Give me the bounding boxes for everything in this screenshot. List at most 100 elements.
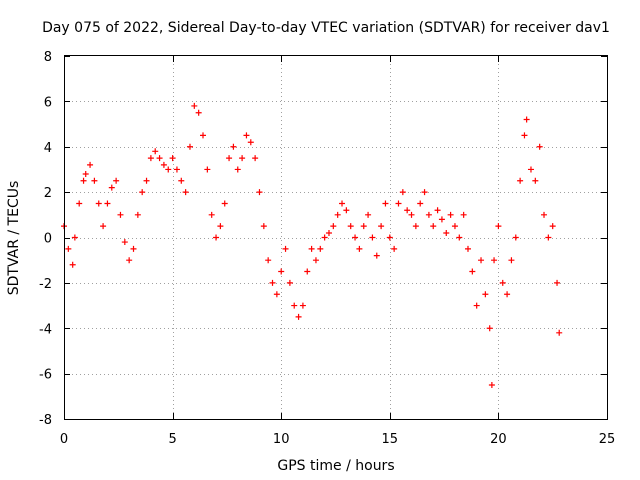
data-point (482, 291, 489, 298)
data-point (469, 268, 476, 275)
data-point (317, 245, 324, 252)
x-tick-label: 20 (490, 432, 507, 447)
data-point (508, 257, 515, 264)
data-point (365, 211, 372, 218)
data-point (536, 143, 543, 150)
data-point (295, 313, 302, 320)
data-point (447, 211, 454, 218)
y-tick-label: 8 (44, 50, 52, 65)
data-point (182, 189, 189, 196)
data-point (438, 216, 445, 223)
data-point (486, 325, 493, 332)
data-point (195, 109, 202, 116)
data-point (504, 291, 511, 298)
data-point (82, 170, 89, 177)
data-point (156, 155, 163, 162)
data-point (556, 329, 563, 336)
y-tick-label: 6 (44, 95, 52, 110)
data-point (147, 155, 154, 162)
y-tick-label: 0 (44, 232, 52, 247)
data-point (391, 245, 398, 252)
y-tick-label: 4 (44, 141, 52, 156)
data-point (451, 223, 458, 230)
data-point (213, 234, 220, 241)
data-point (260, 223, 267, 230)
data-point (352, 234, 359, 241)
data-point (130, 245, 137, 252)
chart-ticks (64, 56, 608, 420)
data-point (269, 279, 276, 286)
data-point (343, 207, 350, 214)
data-point (134, 211, 141, 218)
data-point (71, 234, 78, 241)
chart-marks (61, 102, 563, 388)
data-point (421, 189, 428, 196)
y-axis-label: SDTVAR / TECUs (6, 181, 22, 296)
data-point (356, 245, 363, 252)
data-point (321, 234, 328, 241)
data-point (334, 211, 341, 218)
data-point (478, 257, 485, 264)
data-point (208, 211, 215, 218)
data-point (282, 245, 289, 252)
x-tick-label: 5 (168, 432, 176, 447)
data-point (412, 223, 419, 230)
data-point (488, 381, 495, 388)
data-point (512, 234, 519, 241)
data-point (425, 211, 432, 218)
data-point (252, 155, 259, 162)
data-point (169, 155, 176, 162)
data-point (523, 116, 530, 123)
data-point (291, 302, 298, 309)
data-point (386, 234, 393, 241)
data-point (430, 223, 437, 230)
data-point (76, 200, 83, 207)
data-point (456, 234, 463, 241)
data-point (460, 211, 467, 218)
data-point (308, 245, 315, 252)
data-point (404, 207, 411, 214)
data-point (545, 234, 552, 241)
data-point (239, 155, 246, 162)
data-point (69, 261, 76, 268)
data-point (273, 291, 280, 298)
data-point (200, 132, 207, 139)
data-point (234, 166, 241, 173)
data-point (330, 223, 337, 230)
data-point (247, 139, 254, 146)
data-point (139, 189, 146, 196)
data-point (434, 207, 441, 214)
data-point (204, 166, 211, 173)
data-point (517, 177, 524, 184)
chart-grid (64, 56, 607, 419)
y-tick-label: -6 (39, 368, 52, 383)
data-point (417, 200, 424, 207)
data-point (91, 177, 98, 184)
x-tick-label: 25 (599, 432, 616, 447)
data-point (121, 239, 128, 246)
data-point (100, 223, 107, 230)
plot-frame (64, 55, 608, 420)
data-point (95, 200, 102, 207)
data-point (499, 279, 506, 286)
data-point (126, 257, 133, 264)
data-point (378, 223, 385, 230)
y-tick-label: 2 (44, 186, 52, 201)
data-point (408, 211, 415, 218)
data-point (143, 177, 150, 184)
data-point (178, 177, 185, 184)
data-point (491, 257, 498, 264)
data-point (286, 279, 293, 286)
data-point (226, 155, 233, 162)
chart-title: Day 075 of 2022, Sidereal Day-to-day VTE… (42, 20, 610, 36)
data-point (304, 268, 311, 275)
data-point (339, 200, 346, 207)
data-point (464, 245, 471, 252)
x-axis-label: GPS time / hours (277, 458, 394, 474)
y-tick-label: -2 (39, 277, 52, 292)
x-tick-label: 10 (273, 432, 290, 447)
data-point (299, 302, 306, 309)
data-point (554, 279, 561, 286)
data-point (347, 223, 354, 230)
